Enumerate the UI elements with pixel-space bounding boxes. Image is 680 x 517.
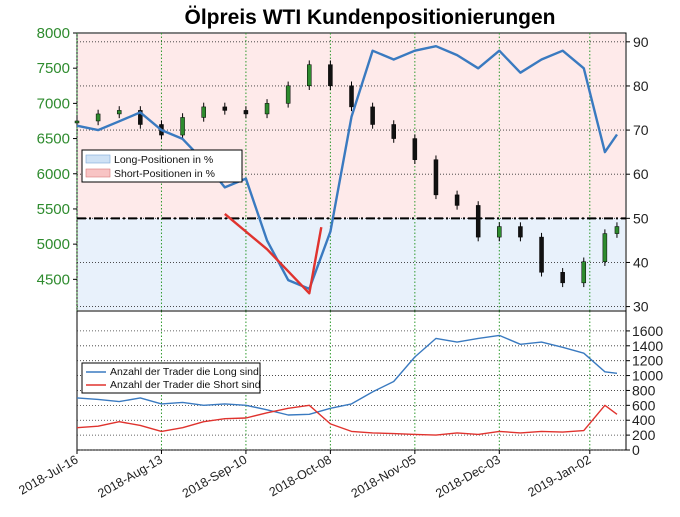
right-axis-tick-label: 90	[633, 34, 649, 50]
x-axis-tick-label: 2019-Jan-02	[526, 452, 594, 499]
x-axis-tick-label: 2018-Dec-03	[433, 452, 503, 500]
bottom-right-axis-tick-label: 1400	[632, 338, 663, 354]
right-axis-tick-label: 40	[633, 254, 649, 270]
trader-long-count-line	[76, 334, 618, 416]
price-candle-body	[95, 113, 101, 122]
price-candle-body	[349, 85, 354, 108]
price-candle-body	[307, 64, 312, 87]
price-candle-body	[614, 226, 620, 234]
left-axis-tick-label: 6500	[37, 131, 70, 148]
x-axis-tick-label: 2018-Aug-13	[95, 452, 165, 500]
price-candle-body	[518, 226, 523, 238]
bottom-right-axis-tick-label: 200	[632, 427, 656, 443]
trader-short-count-line	[76, 404, 618, 436]
left-axis-tick-label: 5000	[37, 236, 70, 253]
legend-label-short: Short-Positionen in %	[114, 168, 215, 180]
price-candle-body	[539, 236, 544, 273]
bottom-right-axis-tick-label: 400	[632, 412, 656, 428]
left-axis-tick-label: 5500	[37, 201, 70, 218]
x-axis-tick-label: 2018-Nov-05	[349, 452, 419, 500]
price-candle-body	[74, 120, 80, 124]
legend-swatch-short	[85, 168, 111, 178]
price-candle-body	[285, 85, 291, 104]
bottom-right-axis-tick-label: 1200	[632, 353, 663, 369]
left-axis-tick-label: 6000	[37, 166, 70, 183]
right-axis-tick-label: 80	[633, 78, 649, 94]
left-axis-tick-label: 8000	[37, 25, 70, 42]
long-percent-line	[76, 45, 618, 291]
left-axis-tick-label: 7000	[37, 95, 70, 112]
price-candle-body	[328, 64, 333, 87]
right-axis-tick-label: 30	[633, 299, 649, 315]
bottom-right-axis-tick-label: 600	[632, 397, 656, 413]
price-candle-body	[116, 110, 122, 115]
price-candle-body	[560, 272, 565, 284]
right-axis-tick-label: 60	[633, 166, 649, 182]
price-candle-body	[602, 233, 608, 262]
price-candle-body	[243, 110, 249, 115]
price-candle-body	[201, 106, 206, 118]
bottom-right-axis-tick-label: 0	[632, 442, 640, 458]
left-axis-tick-label: 7500	[37, 60, 70, 77]
right-axis-tick-label: 70	[633, 122, 649, 138]
bottom-right-axis-tick-label: 1600	[632, 323, 663, 339]
price-candle-body	[222, 106, 228, 111]
price-candle-body	[497, 226, 502, 238]
left-axis-tick-label: 4500	[37, 271, 70, 288]
legend-label-trader-long: Anzahl der Trader die Long sind	[110, 366, 259, 378]
bottom-right-axis-tick-label: 1000	[632, 368, 663, 384]
price-candle-body	[454, 194, 460, 206]
legend-swatch-long	[85, 154, 111, 164]
price-candle-body	[475, 205, 481, 238]
legend-label-long: Long-Positionen in %	[114, 154, 213, 166]
price-candle-body	[412, 138, 418, 160]
price-candle-body	[264, 103, 270, 115]
price-candle-body	[370, 106, 375, 125]
long-region-shading	[78, 218, 625, 310]
top-panel: 4500 5000 5500 6000 6500 7000 7500 8000 30 40 50 60…	[37, 25, 649, 315]
x-axis-tick-label: 2018-Oct-08	[267, 452, 334, 499]
short-percent-line	[224, 212, 323, 295]
right-axis-tick-label: 50	[633, 210, 649, 226]
bottom-plot-frame	[76, 310, 627, 451]
legend-label-trader-short: Anzahl der Trader die Short sind	[110, 379, 261, 391]
x-axis-tick-label: 2018-Jul-16	[16, 452, 80, 497]
price-candle-body	[433, 159, 439, 196]
bottom-right-axis-tick-label: 800	[632, 382, 656, 398]
chart-title: Ölpreis WTI Kundenpositionierungen	[185, 6, 556, 29]
price-candle-body	[391, 124, 396, 139]
x-axis-tick-label: 2018-Sep-10	[180, 452, 250, 500]
bottom-legend	[81, 362, 261, 394]
price-candle-body	[138, 110, 143, 125]
price-candle-body	[180, 117, 185, 136]
price-candle-body	[581, 261, 587, 284]
